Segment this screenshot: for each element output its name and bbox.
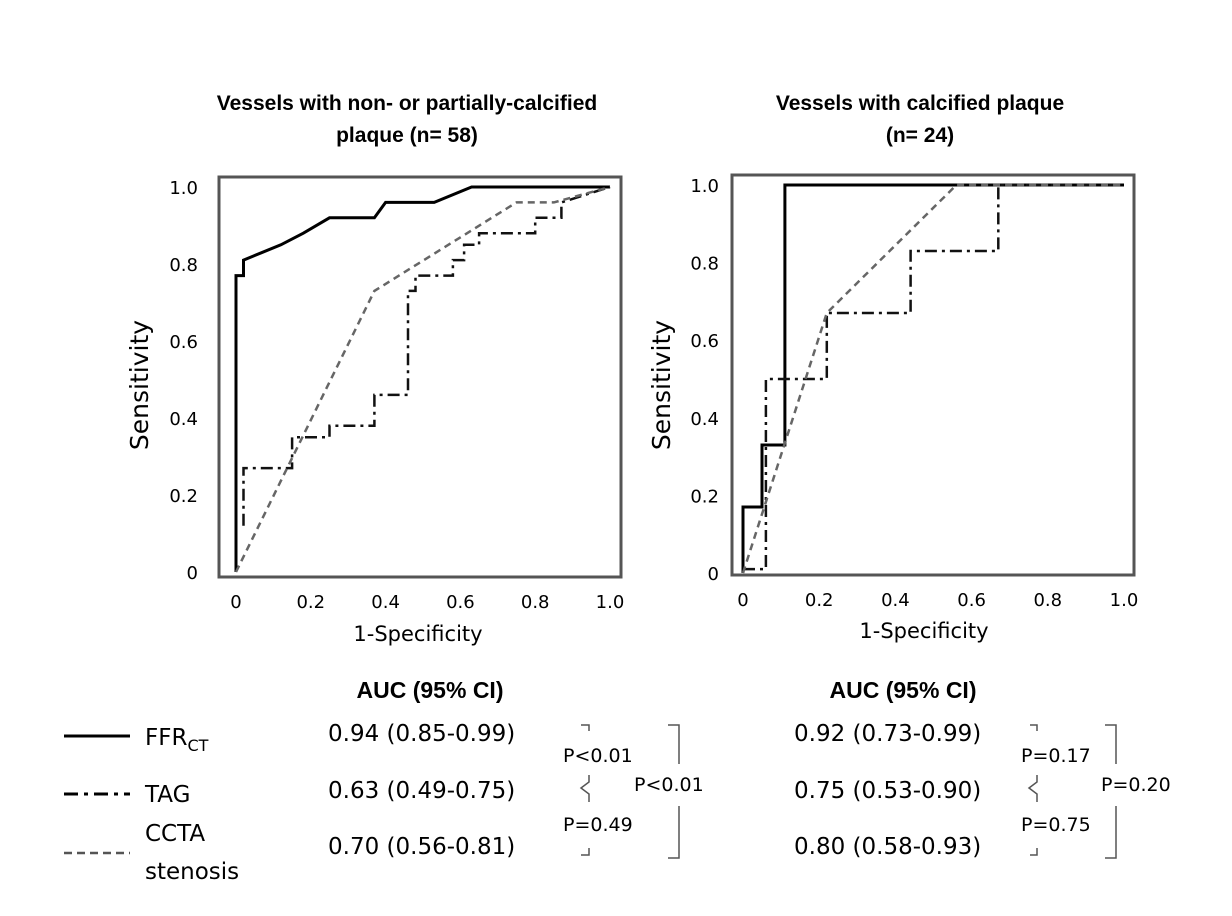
auc-value-ffrct: 0.92 (0.73-0.99) xyxy=(794,721,981,747)
y-tick-label: 0.4 xyxy=(690,409,719,430)
pvalue-ffrct-vs-ccta: P<0.01 xyxy=(634,774,704,796)
bracket xyxy=(581,724,590,731)
x-tick-label: 0.6 xyxy=(446,592,475,613)
x-tick-label: 0 xyxy=(230,592,241,613)
roc-panel-calcified: Vessels with calcified plaque (n= 24) Se… xyxy=(647,92,1138,643)
pvalue-tag-vs-ccta: P=0.75 xyxy=(1021,814,1091,836)
pvalue-ffrct-vs-tag: P=0.17 xyxy=(1021,745,1091,767)
y-tick-label: 0.6 xyxy=(169,332,198,353)
legend-label-ccta-line1: CCTA xyxy=(145,821,205,847)
roc-panel-noncalcified: Vessels with non- or partially-calcified… xyxy=(125,92,624,646)
roc-curve-ccta-stenosis xyxy=(234,185,611,573)
x-axis-label: 1-Specificity xyxy=(353,622,482,646)
y-tick-label: 1.0 xyxy=(690,176,719,197)
y-tick-label: 0.8 xyxy=(690,254,719,275)
auc-table-calcified: AUC (95% CI) 0.92 (0.73-0.99) 0.75 (0.53… xyxy=(794,677,1171,860)
x-tick-label: 0.2 xyxy=(805,590,834,611)
x-tick-label: 0 xyxy=(737,590,748,611)
panel-title-line1: Vessels with calcified plaque xyxy=(776,92,1064,115)
legend-label-tag: TAG xyxy=(144,782,190,808)
auc-header: AUC (95% CI) xyxy=(830,677,977,703)
plot-frame xyxy=(730,173,1136,577)
legend-label-ccta-line2: stenosis xyxy=(145,859,239,885)
y-tick-label: 0.2 xyxy=(690,486,719,507)
bracket xyxy=(581,848,590,856)
roc-curve-ccta-stenosis xyxy=(741,183,1124,574)
legend: FFRCT TAG CCTA stenosis xyxy=(64,725,239,885)
y-tick-label: 0.6 xyxy=(690,331,719,352)
auc-value-tag: 0.63 (0.49-0.75) xyxy=(328,778,515,804)
y-tick-label: 0.2 xyxy=(169,486,198,507)
bracket xyxy=(1105,806,1117,859)
roc-curve-tag xyxy=(743,183,1124,571)
y-tick-label: 0.8 xyxy=(169,255,198,276)
bracket xyxy=(1030,724,1038,731)
x-axis-label: 1-Specificity xyxy=(859,619,988,643)
axis-ticks: 0 0.2 0.4 0.6 0.8 1.0 0 0.2 0.4 0.6 0.8 1.0 xyxy=(169,178,624,613)
bracket xyxy=(668,724,680,764)
roc-curves xyxy=(741,183,1124,574)
auc-value-ffrct: 0.94 (0.85-0.99) xyxy=(328,721,515,747)
pvalue-ffrct-vs-tag: P<0.01 xyxy=(563,745,633,767)
axis-ticks: 0 0.2 0.4 0.6 0.8 1.0 0 0.2 0.4 0.6 0.8 1.0 xyxy=(690,176,1138,611)
auc-value-ccta: 0.70 (0.56-0.81) xyxy=(328,834,515,860)
x-tick-label: 0.8 xyxy=(521,592,550,613)
pvalue-tag-vs-ccta: P=0.49 xyxy=(563,814,633,836)
auc-header: AUC (95% CI) xyxy=(357,677,504,703)
y-tick-label: 0 xyxy=(708,564,719,585)
y-tick-label: 1.0 xyxy=(169,178,198,199)
roc-curve-tag xyxy=(242,185,611,526)
panel-title-line1: Vessels with non- or partially-calcified xyxy=(217,92,597,115)
legend-label-ffrct: FFRCT xyxy=(145,725,209,755)
y-tick-label: 0.4 xyxy=(169,409,198,430)
x-tick-label: 0.2 xyxy=(296,592,325,613)
y-tick-label: 0 xyxy=(187,563,198,584)
x-tick-label: 1.0 xyxy=(596,592,625,613)
roc-curves xyxy=(234,185,611,573)
y-axis-label: Sensitivity xyxy=(647,320,676,450)
y-axis-label: Sensitivity xyxy=(125,320,154,450)
roc-curve-ffrct xyxy=(234,185,610,572)
plot-frame xyxy=(217,175,623,579)
x-tick-label: 0.6 xyxy=(957,590,986,611)
panel-title-line2: (n= 24) xyxy=(886,124,954,147)
bracket xyxy=(1030,848,1038,856)
x-tick-label: 0.4 xyxy=(881,590,910,611)
bracket xyxy=(1027,775,1038,802)
auc-value-ccta: 0.80 (0.58-0.93) xyxy=(794,834,981,860)
bracket xyxy=(668,806,680,859)
auc-table-noncalcified: AUC (95% CI) 0.94 (0.85-0.99) 0.63 (0.49… xyxy=(328,677,704,860)
panel-title-line2: plaque (n= 58) xyxy=(336,124,478,147)
pvalue-ffrct-vs-ccta: P=0.20 xyxy=(1101,774,1171,796)
bracket xyxy=(579,775,590,802)
roc-curve-ffrct xyxy=(741,183,1124,573)
bracket xyxy=(1105,724,1117,764)
auc-value-tag: 0.75 (0.53-0.90) xyxy=(794,778,981,804)
x-tick-label: 0.4 xyxy=(371,592,400,613)
x-tick-label: 0.8 xyxy=(1033,590,1062,611)
x-tick-label: 1.0 xyxy=(1110,590,1139,611)
